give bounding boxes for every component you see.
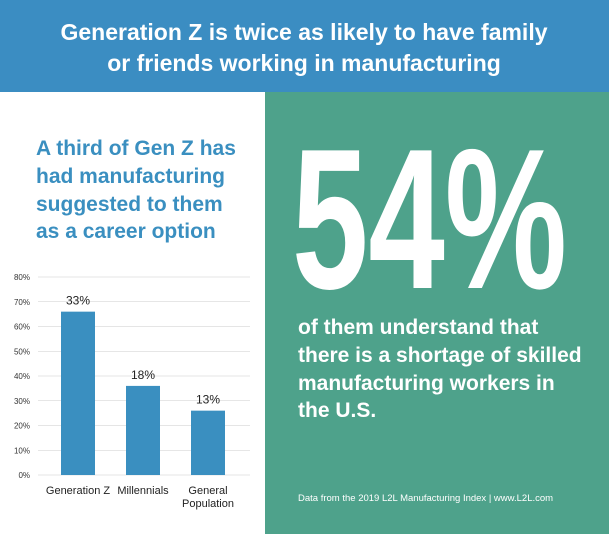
x-tick-label: Millennials: [117, 485, 169, 497]
header-band: [0, 0, 609, 92]
footnote: Data from the 2019 L2L Manufacturing Ind…: [298, 493, 553, 504]
value-label: 33%: [66, 294, 90, 308]
stat-text-line: manufacturing workers in: [298, 372, 555, 395]
y-tick-label: 10%: [14, 446, 30, 455]
value-label: 18%: [131, 368, 155, 382]
stat-text-line: of them understand that: [298, 316, 538, 339]
subtitle-line: had manufacturing: [36, 165, 225, 188]
title-line: or friends working in manufacturing: [107, 50, 501, 76]
x-tick-label: Generation Z: [45, 485, 111, 497]
y-tick-label: 60%: [14, 323, 30, 332]
subtitle-line: as a career option: [36, 220, 216, 243]
bar: [191, 410, 225, 475]
y-tick-label: 50%: [14, 347, 30, 356]
subtitle-line: A third of Gen Z has: [36, 137, 236, 160]
y-tick-label: 0%: [18, 471, 30, 480]
big-stat: 54%: [292, 108, 567, 331]
y-tick-label: 80%: [14, 273, 30, 282]
stat-panel: [265, 92, 609, 534]
subtitle-line: suggested to them: [36, 193, 223, 216]
stat-text-line: there is a shortage of skilled: [298, 344, 582, 367]
title-line: Generation Z is twice as likely to have …: [60, 19, 547, 45]
y-tick-label: 20%: [14, 422, 30, 431]
y-tick-label: 70%: [14, 298, 30, 307]
y-tick-label: 30%: [14, 397, 30, 406]
y-tick-label: 40%: [14, 372, 30, 381]
bar: [126, 385, 160, 475]
value-label: 13%: [196, 393, 220, 407]
bar: [61, 311, 95, 475]
stat-text-line: the U.S.: [298, 399, 376, 422]
x-tick-label: General Population: [182, 485, 234, 510]
